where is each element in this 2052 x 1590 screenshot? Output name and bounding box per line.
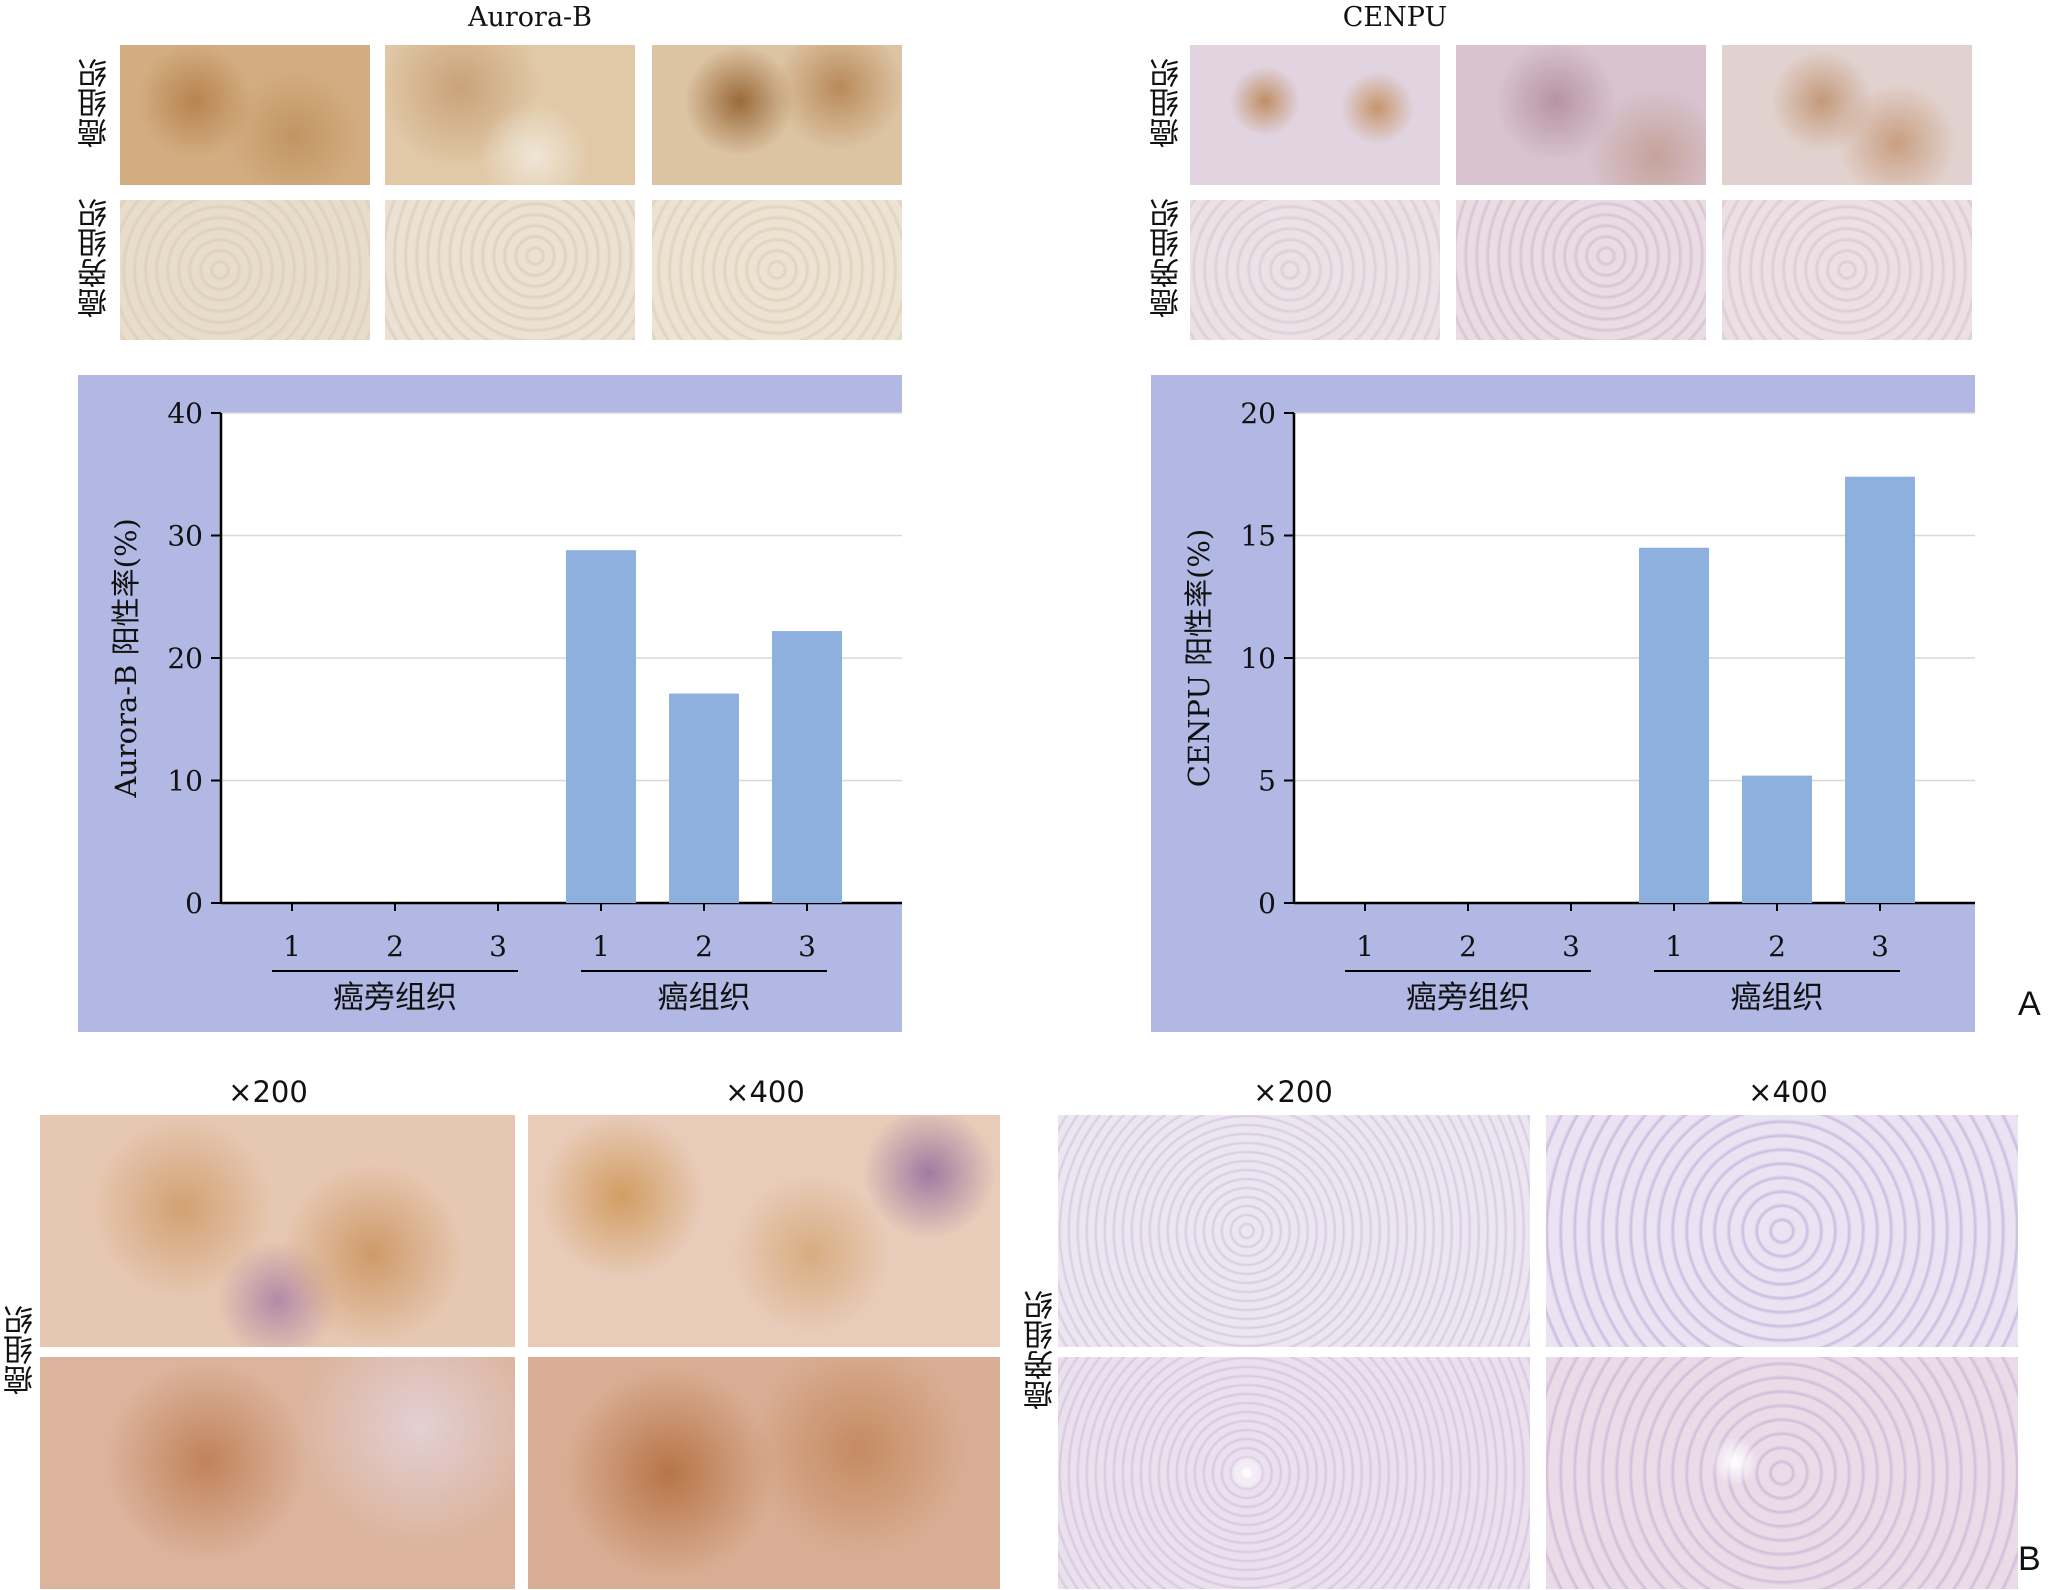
y-tick-label: 20 [1240,397,1276,430]
group-label: 癌组织 [658,980,751,1016]
x-tick-label: 1 [592,930,610,963]
cenpu-chart-panel: 0 5 10 15 20 1 2 3 1 2 3 癌旁组织 癌组织 CENPU 阳性率(%) [1151,375,2022,1032]
y-tick-label: 30 [167,520,203,553]
cenpu-adjacent-micrograph-1 [1190,200,1440,340]
panel-b-tumor-400-micrograph-1 [528,1115,1000,1347]
aurora-adjacent-micrograph-2 [385,200,635,340]
bar [566,550,636,903]
aurora-tumor-micrograph-2 [385,45,635,185]
cenpu-tumor-micrograph-1 [1190,45,1440,185]
y-tick-label: 40 [167,397,203,430]
left-mag-200-label: ×200 [228,1075,308,1109]
cenpu-bar-chart: 0 5 10 15 20 1 2 3 1 2 3 癌旁组织 癌组织 CENPU 阳性率(%) [1182,397,2022,1016]
x-tick-label: 1 [283,930,301,963]
panel-b-tumor-row-label: 癌组织 [4,1305,39,1395]
cenpu-adjacent-micrograph-3 [1722,200,1972,340]
aurora-adjacent-micrograph-1 [120,200,370,340]
group-label: 癌旁组织 [1406,980,1530,1016]
y-tick-label: 0 [185,887,203,920]
panel-b-tumor-200-micrograph-2 [40,1357,515,1589]
aurora-b-title: Aurora-B [467,2,593,33]
y-tick-label: 20 [167,642,203,675]
bar [1639,547,1709,903]
aurora-b-bar-chart: 0 10 20 30 40 1 2 3 1 2 3 癌旁组织 癌组织 Aurora-B 阳性率(%) [109,397,949,1016]
x-tick-label: 3 [1562,930,1580,963]
left-mag-400-label: ×400 [725,1075,805,1109]
aurora-adjacent-row-label: 癌旁组织 [78,198,113,318]
aurora-tumor-row-label: 癌组织 [78,58,113,148]
panel-b-tumor-400-micrograph-2 [528,1357,1000,1589]
y-tick-label: 10 [1240,642,1276,675]
bar [669,693,739,903]
cenpu-title: CENPU [1342,2,1448,33]
aurora-tumor-micrograph-1 [120,45,370,185]
bar [772,631,842,903]
bar [1742,775,1812,903]
panel-letter-b: B [2018,1540,2041,1578]
y-tick-label: 10 [167,765,203,798]
group-label: 癌旁组织 [333,980,457,1016]
right-mag-400-label: ×400 [1748,1075,1828,1109]
aurora-tumor-micrograph-3 [652,45,902,185]
panel-b-adjacent-200-micrograph-1 [1058,1115,1530,1347]
group-label: 癌组织 [1731,980,1824,1016]
cenpu-tumor-row-label: 癌组织 [1150,58,1185,148]
bar [1845,476,1915,903]
y-axis-label: CENPU 阳性率(%) [1182,529,1216,788]
aurora-adjacent-micrograph-3 [652,200,902,340]
panel-b-adjacent-400-micrograph-2 [1546,1357,2018,1589]
x-tick-label: 1 [1356,930,1374,963]
x-tick-label: 1 [1665,930,1683,963]
x-tick-label: 2 [1768,930,1786,963]
panel-b-tumor-200-micrograph-1 [40,1115,515,1347]
cenpu-tumor-micrograph-2 [1456,45,1706,185]
y-axis-label: Aurora-B 阳性率(%) [109,518,143,799]
panel-letter-a: A [2018,985,2041,1023]
right-mag-200-label: ×200 [1253,1075,1333,1109]
x-tick-label: 3 [489,930,507,963]
y-tick-label: 5 [1258,765,1276,798]
cenpu-adjacent-micrograph-2 [1456,200,1706,340]
cenpu-adjacent-row-label: 癌旁组织 [1150,198,1185,318]
y-tick-label: 15 [1240,520,1276,553]
cenpu-tumor-micrograph-3 [1722,45,1972,185]
x-tick-label: 3 [798,930,816,963]
panel-b-adjacent-200-micrograph-2 [1058,1357,1530,1589]
panel-b-adjacent-400-micrograph-1 [1546,1115,2018,1347]
x-tick-label: 2 [1459,930,1477,963]
x-tick-label: 2 [386,930,404,963]
y-tick-label: 0 [1258,887,1276,920]
x-tick-label: 3 [1871,930,1889,963]
aurora-chart-panel: 0 10 20 30 40 1 2 3 1 2 3 癌旁组织 癌组织 Aurora-B 阳性率(%) [78,375,949,1032]
x-tick-label: 2 [695,930,713,963]
